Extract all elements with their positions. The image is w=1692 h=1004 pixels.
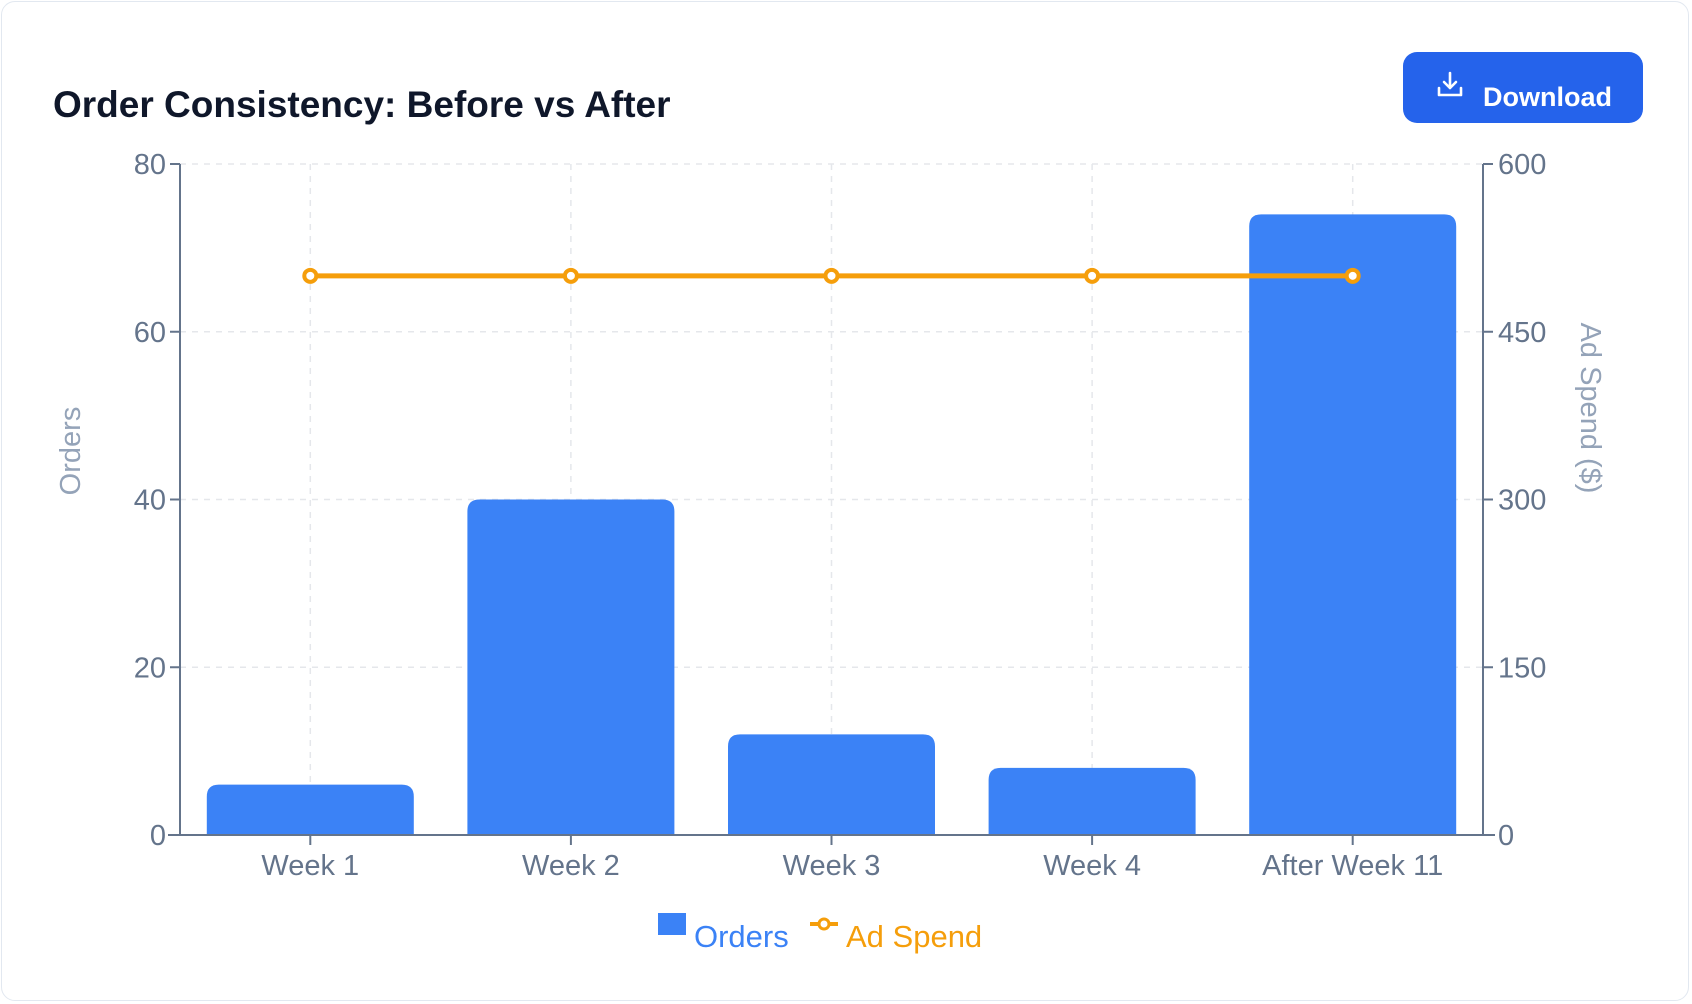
y-tick-label-left: 60 (134, 317, 166, 349)
y-tick-label-left: 20 (134, 652, 166, 684)
chart-title: Order Consistency: Before vs After (53, 84, 671, 125)
x-tick-label: Week 2 (522, 850, 620, 882)
x-tick-label: Week 3 (783, 850, 881, 882)
y-tick-label-left: 80 (134, 149, 166, 181)
y-tick-label-left: 40 (134, 485, 166, 517)
y-tick-label-right: 300 (1498, 485, 1546, 517)
x-tick-label: Week 1 (261, 850, 359, 882)
y-axis-title-left: Orders (55, 407, 87, 496)
x-tick-label: After Week 11 (1262, 850, 1443, 882)
bar-orders (206, 784, 414, 835)
legend-orders-label: Orders (694, 919, 789, 954)
bar-orders (467, 499, 675, 835)
point-ad-spend (1084, 267, 1101, 284)
y-tick-label-right: 450 (1498, 317, 1546, 349)
y-axis-title-right: Ad Spend ($) (1574, 323, 1606, 494)
x-tick-label: Week 4 (1043, 850, 1141, 882)
bar-orders (988, 767, 1196, 835)
legend-ad-spend-marker (817, 917, 831, 931)
y-tick-label-right: 600 (1498, 149, 1546, 181)
download-button[interactable]: Download (1403, 52, 1643, 123)
point-ad-spend (1344, 267, 1361, 284)
download-icon (1437, 71, 1463, 97)
legend-ad-spend-label: Ad Spend (846, 919, 982, 954)
legend-orders-swatch (658, 913, 686, 935)
bar-orders (728, 734, 935, 835)
y-tick-label-right: 0 (1498, 820, 1514, 852)
point-ad-spend (302, 267, 319, 284)
point-ad-spend (562, 267, 579, 284)
y-tick-label-right: 150 (1498, 652, 1546, 684)
download-label: Download (1483, 82, 1612, 112)
bar-orders (1249, 214, 1457, 835)
y-tick-label-left: 0 (150, 820, 166, 852)
point-ad-spend (823, 267, 840, 284)
